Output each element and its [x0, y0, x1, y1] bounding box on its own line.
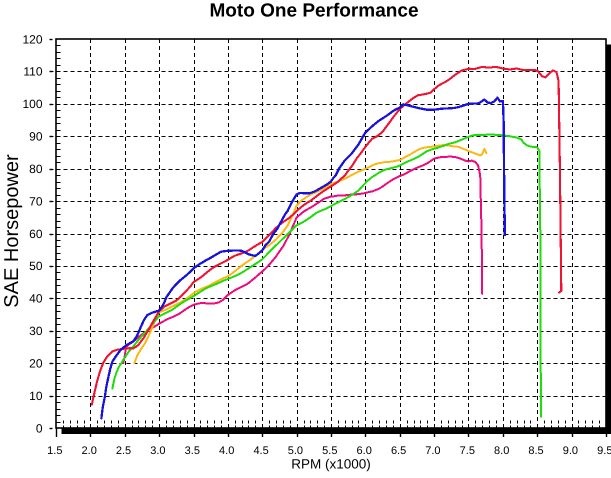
svg-text:1.5: 1.5	[47, 445, 62, 457]
svg-text:70: 70	[29, 194, 43, 208]
svg-text:60: 60	[29, 227, 43, 241]
svg-text:40: 40	[29, 292, 43, 306]
svg-text:10: 10	[29, 389, 43, 403]
svg-text:6.5: 6.5	[391, 445, 406, 457]
svg-text:30: 30	[29, 324, 43, 338]
svg-text:6.0: 6.0	[357, 445, 372, 457]
svg-text:120: 120	[22, 32, 42, 46]
svg-text:2.0: 2.0	[82, 445, 97, 457]
svg-text:7.5: 7.5	[460, 445, 475, 457]
svg-text:7.0: 7.0	[425, 445, 440, 457]
svg-text:RPM (x1000): RPM (x1000)	[291, 457, 371, 472]
svg-text:SAE Horsepower: SAE Horsepower	[1, 154, 23, 308]
svg-text:9.0: 9.0	[563, 445, 578, 457]
svg-text:8.0: 8.0	[494, 445, 509, 457]
svg-text:4.5: 4.5	[253, 445, 268, 457]
svg-text:100: 100	[22, 97, 42, 111]
svg-text:20: 20	[29, 357, 43, 371]
svg-text:50: 50	[29, 259, 43, 273]
svg-text:5.5: 5.5	[322, 445, 337, 457]
svg-text:9.5: 9.5	[597, 445, 611, 457]
svg-text:3.0: 3.0	[150, 445, 165, 457]
svg-text:2.5: 2.5	[116, 445, 131, 457]
svg-text:8.5: 8.5	[528, 445, 543, 457]
svg-text:4.0: 4.0	[219, 445, 234, 457]
svg-text:80: 80	[29, 162, 43, 176]
svg-text:5.0: 5.0	[288, 445, 303, 457]
svg-text:3.5: 3.5	[185, 445, 200, 457]
svg-text:0: 0	[36, 421, 43, 435]
svg-text:90: 90	[29, 130, 43, 144]
svg-text:Moto One Performance: Moto One Performance	[209, 1, 418, 22]
svg-text:110: 110	[23, 65, 42, 79]
